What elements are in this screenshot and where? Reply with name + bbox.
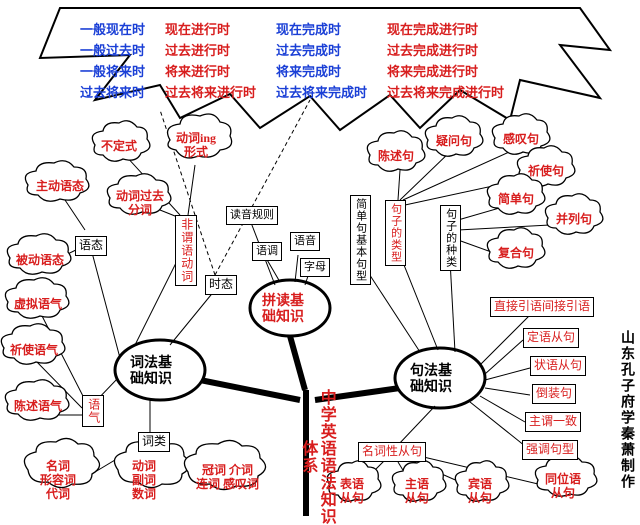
cloud-ci3: 冠词 介词 连词 感叹词 <box>196 464 259 492</box>
rect-qiangdiao: 强调句型 <box>522 440 578 460</box>
tense-cell: 过去进行时 <box>155 39 266 60</box>
tense-cell: 现在完成时 <box>266 18 377 39</box>
cloud-bingle: 并列句 <box>556 213 592 227</box>
tense-cell: 一般将来时 <box>70 60 155 81</box>
rect-duyin: 读音规则 <box>226 206 278 225</box>
cloud-zhuyc: 主语 从句 <box>405 478 429 506</box>
cloud-qishiyq: 祈使语气 <box>10 344 58 358</box>
node-pinyin: 拼读基 础知识 <box>262 294 304 326</box>
cloud-guoqu: 动词过去 分词 <box>116 190 164 218</box>
rect-yutai: 语态 <box>75 236 107 256</box>
cloud-budingshi: 不定式 <box>101 140 137 154</box>
tense-cell: 一般现在时 <box>70 18 155 39</box>
cloud-fuhe: 复合句 <box>498 247 534 261</box>
tense-cell: 将来完成时 <box>266 60 377 81</box>
rect-daozhuang: 倒装句 <box>532 384 576 404</box>
tense-cell: 一般过去时 <box>70 39 155 60</box>
rect-zhuwei: 主谓一致 <box>525 412 581 432</box>
rect-zhonglei: 句子的种类 <box>440 205 461 271</box>
tense-cell: 现在进行时 <box>155 18 266 39</box>
rect-leixing: 句子的类型 <box>385 200 406 266</box>
cloud-xuni: 虚拟语气 <box>14 298 62 312</box>
cloud-chenshu: 陈述语气 <box>14 400 62 414</box>
rect-shitai: 时态 <box>205 275 237 295</box>
tense-table: 一般现在时现在进行时现在完成时现在完成进行时一般过去时过去进行时过去完成时过去完… <box>70 18 514 102</box>
tense-cell: 过去完成进行时 <box>377 39 514 60</box>
cloud-tongwei: 同位语 从句 <box>545 473 581 501</box>
cloud-ci1: 名词 形容词 代词 <box>40 460 76 501</box>
tense-cell: 过去将来时 <box>70 81 155 102</box>
cloud-gantan: 感叹句 <box>503 133 539 147</box>
cloud-chenshuj: 陈述句 <box>378 150 414 164</box>
rect-yudiao: 语调 <box>252 242 282 261</box>
diagram-canvas: 一般现在时现在进行时现在完成时现在完成进行时一般过去时过去进行时过去完成时过去完… <box>0 0 640 525</box>
title-vertical: 中学英语语法知识体系 <box>298 388 335 525</box>
cloud-ving: 动词ing 形式 <box>176 132 216 160</box>
cloud-zhudong: 主动语态 <box>36 180 84 194</box>
tense-cell: 过去将来完成时 <box>266 81 377 102</box>
tense-cell: 过去将来完成进行时 <box>377 81 514 102</box>
cloud-jiandan: 简单句 <box>498 193 534 207</box>
rect-feiwei: 非谓语动词 <box>175 215 197 286</box>
tense-cell: 将来完成进行时 <box>377 60 514 81</box>
rect-jiben: 简单句基本句型 <box>350 195 371 285</box>
rect-zhijie: 直接引语间接引语 <box>490 297 594 317</box>
node-jufa: 句法基 础知识 <box>410 364 452 396</box>
cloud-biaoyc: 表语 从句 <box>340 478 364 506</box>
cloud-binyc: 宾语 从句 <box>468 478 492 506</box>
rect-dingyu: 定语从句 <box>523 328 579 348</box>
rect-cilei: 词类 <box>138 432 170 452</box>
rect-yuqi: 语气 <box>82 395 104 427</box>
rect-zhuangyu: 状语从句 <box>530 356 586 376</box>
cloud-beidong: 被动语态 <box>16 254 64 268</box>
cloud-yiwen: 疑问句 <box>436 135 472 149</box>
rect-mingci: 名词性从句 <box>358 442 426 462</box>
tense-cell: 现在完成进行时 <box>377 18 514 39</box>
cloud-ci2: 动词 副词 数词 <box>132 460 156 501</box>
node-cifa: 词法基 础知识 <box>130 356 172 388</box>
cloud-qishij: 祈使句 <box>528 165 564 179</box>
tense-cell: 过去将来进行时 <box>155 81 266 102</box>
tense-cell: 将来进行时 <box>155 60 266 81</box>
tense-cell: 过去完成时 <box>266 39 377 60</box>
rect-zimu: 字母 <box>300 258 330 277</box>
rect-yuyin: 语音 <box>290 232 320 251</box>
credit-text: 山东孔子府学秦萧制作 <box>616 330 636 490</box>
